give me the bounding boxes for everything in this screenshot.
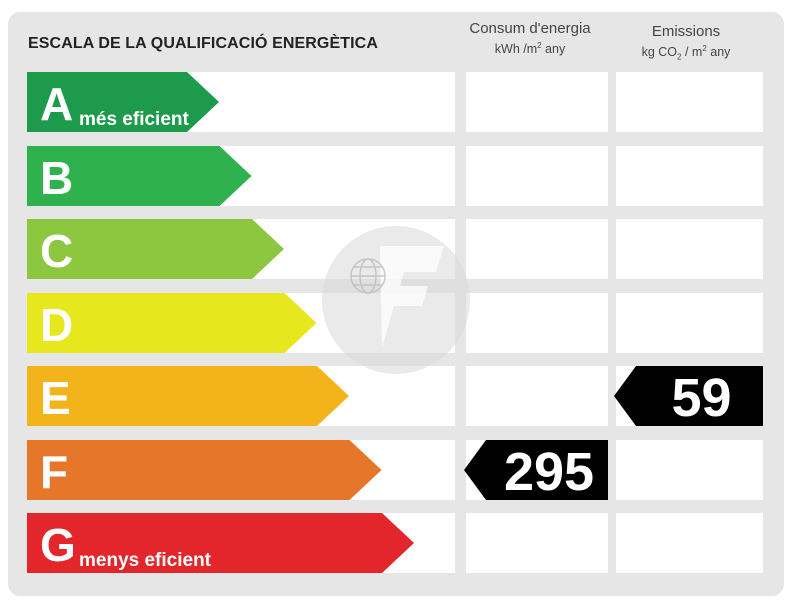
class-arrow: [27, 145, 252, 206]
class-letter: B: [40, 152, 73, 204]
class-arrow: [27, 72, 219, 132]
class-letter: C: [40, 225, 73, 277]
emissions-column-header: Emissions kg CO2 / m2 any: [616, 23, 756, 62]
value-marker-arrow: [614, 366, 763, 426]
consumption-value-marker: 295: [464, 439, 608, 502]
emissions-cell: [616, 145, 763, 206]
class-band-c: C: [27, 219, 284, 279]
class-arrow: [27, 513, 414, 573]
class-letter: F: [40, 446, 68, 498]
consumption-cell: [466, 513, 608, 573]
emissions-cell: [616, 219, 763, 279]
class-letter: D: [40, 299, 73, 351]
emissions-cell: [616, 72, 763, 132]
consumption-unit: kWh /m2 any: [494, 41, 566, 57]
class-subtitle: més eficient: [79, 109, 189, 130]
emissions-cell: [616, 292, 763, 353]
class-subtitle: menys eficient: [79, 550, 212, 571]
class-letter: G: [40, 519, 76, 571]
class-arrow: [27, 366, 349, 426]
value-label: 59: [671, 368, 731, 428]
consumption-cell: [466, 145, 608, 206]
consumption-label: Consum d'energia: [469, 20, 591, 37]
class-arrow: [27, 439, 382, 500]
emissions-cell: [616, 513, 763, 573]
consumption-cell: [466, 292, 608, 353]
class-letter: A: [40, 78, 73, 130]
watermark-logo-icon: [322, 226, 470, 374]
value-marker-arrow: [464, 439, 608, 500]
class-band-e: E: [27, 366, 349, 426]
class-letter: E: [40, 372, 71, 424]
emissions-value-marker: 59: [614, 366, 763, 428]
emissions-cell: [616, 439, 763, 500]
class-arrow: [27, 292, 317, 353]
class-arrow: [27, 219, 284, 279]
value-label: 295: [504, 442, 594, 502]
consumption-cell: [466, 72, 608, 132]
chart-title: ESCALA DE LA QUALIFICACIÓ ENERGÈTICA: [28, 35, 378, 52]
consumption-cell: [466, 219, 608, 279]
class-band-f: F: [27, 439, 382, 500]
class-band-b: B: [27, 145, 252, 206]
class-band-d: D: [27, 292, 317, 353]
emissions-label: Emissions: [651, 23, 721, 40]
emissions-unit: kg CO2 / m2 any: [641, 44, 731, 62]
consumption-cell: [466, 366, 608, 426]
consumption-column-header: Consum d'energia kWh /m2 any: [462, 20, 598, 56]
